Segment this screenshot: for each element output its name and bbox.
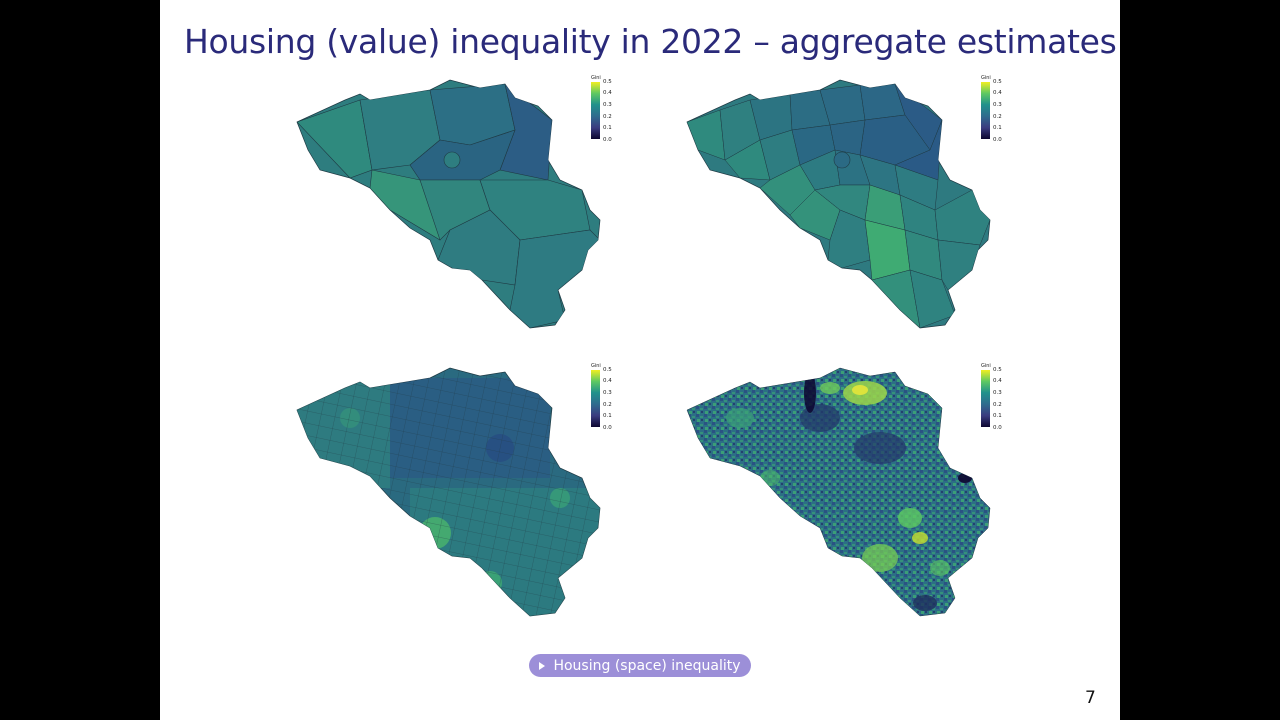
legend-tick: 0.5 (993, 367, 1002, 373)
legend-tick: 0.5 (603, 79, 612, 85)
legend-title: Gini (981, 75, 991, 81)
legend-tick: 0.0 (993, 425, 1002, 431)
legend-colorbar (981, 82, 990, 139)
legend-title: Gini (981, 363, 991, 369)
legend-tick: 0.5 (603, 367, 612, 373)
legend-tick: 0.4 (603, 378, 612, 384)
legend-tick: 0.3 (603, 390, 612, 396)
legend-colorbar (591, 370, 600, 427)
slide-title: Housing (value) inequality in 2022 – agg… (184, 22, 1117, 61)
nav-button-label: Housing (space) inequality (553, 657, 741, 674)
legend-tick: 0.2 (603, 402, 612, 408)
legend-tick: 0.1 (603, 125, 612, 131)
legend-tick: 0.1 (603, 413, 612, 419)
map-districts (680, 70, 1010, 340)
legend-tick: 0.0 (603, 137, 612, 143)
legend-tick: 0.2 (993, 402, 1002, 408)
legend-tick: 0.2 (603, 114, 612, 120)
map-municipalities (290, 358, 620, 628)
legend-title: Gini (591, 363, 601, 369)
legend-tick: 0.3 (993, 390, 1002, 396)
slide: Housing (value) inequality in 2022 – agg… (160, 0, 1120, 720)
legend-gini-2: Gini 0.5 0.4 0.3 0.2 0.1 0.0 (981, 75, 1021, 147)
legend-gini-4: Gini 0.5 0.4 0.3 0.2 0.1 0.0 (981, 363, 1021, 435)
legend-tick: 0.4 (993, 378, 1002, 384)
legend-tick: 0.3 (603, 102, 612, 108)
legend-title: Gini (591, 75, 601, 81)
map-provinces (290, 70, 620, 340)
housing-space-inequality-button[interactable]: Housing (space) inequality (529, 654, 751, 677)
legend-colorbar (981, 370, 990, 427)
legend-gini-3: Gini 0.5 0.4 0.3 0.2 0.1 0.0 (591, 363, 631, 435)
page-number: 7 (1085, 688, 1096, 708)
legend-tick: 0.1 (993, 413, 1002, 419)
legend-tick: 0.4 (993, 90, 1002, 96)
legend-tick: 0.1 (993, 125, 1002, 131)
legend-tick: 0.0 (993, 137, 1002, 143)
triangle-right-icon (539, 661, 546, 670)
legend-gini-1: Gini 0.5 0.4 0.3 0.2 0.1 0.0 (591, 75, 631, 147)
legend-tick: 0.4 (603, 90, 612, 96)
legend-tick: 0.3 (993, 102, 1002, 108)
map-statistical-sectors (680, 358, 1010, 628)
legend-tick: 0.2 (993, 114, 1002, 120)
legend-tick: 0.0 (603, 425, 612, 431)
legend-colorbar (591, 82, 600, 139)
legend-tick: 0.5 (993, 79, 1002, 85)
